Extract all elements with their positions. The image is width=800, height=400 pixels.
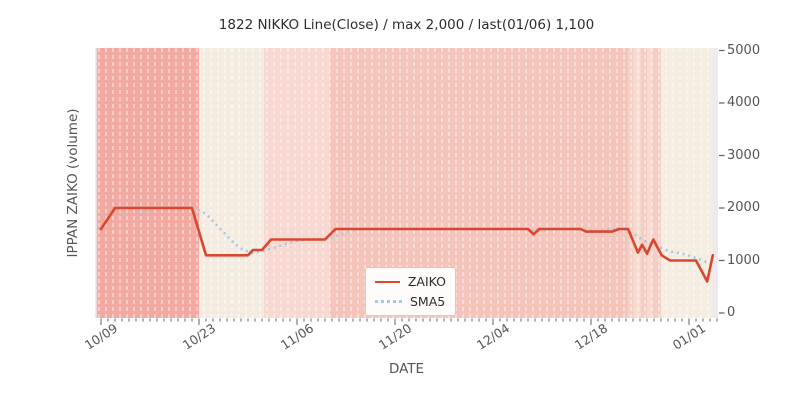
band — [647, 48, 652, 318]
band — [651, 48, 661, 318]
y-axis-label: IPPAN ZAIKO (volume) — [65, 108, 81, 258]
band — [264, 48, 330, 318]
y-tick-label-5: 5000 — [727, 42, 761, 58]
y-tick-label-0: 0 — [727, 305, 736, 320]
legend-item-zaiko: ZAIKO — [375, 275, 446, 288]
gridlines — [98, 48, 709, 318]
band — [633, 48, 641, 318]
zaiko-line-sample-icon — [375, 280, 400, 283]
y-tick-label-1: 1000 — [727, 252, 761, 268]
y-tick-label-3: 3000 — [727, 147, 761, 163]
chart-title: 1822 NIKKO Line(Close) / max 2,000 / las… — [218, 17, 595, 33]
sma5-line-sample-icon — [375, 300, 402, 303]
x-axis-label: DATE — [388, 361, 425, 377]
zaiko-line — [99, 206, 715, 283]
sma5-line — [135, 206, 712, 266]
y-tick-label-2: 2000 — [727, 200, 761, 215]
legend-label-zaiko: ZAIKO — [407, 274, 446, 289]
y-ticks — [719, 49, 725, 314]
legend: ZAIKO SMA5 — [365, 267, 456, 316]
y-tick-label-4: 4000 — [727, 95, 761, 110]
band — [640, 48, 647, 318]
x-ticks — [100, 318, 718, 325]
legend-item-sma5: SMA5 — [375, 295, 446, 308]
legend-label-sma5: SMA5 — [410, 294, 446, 309]
